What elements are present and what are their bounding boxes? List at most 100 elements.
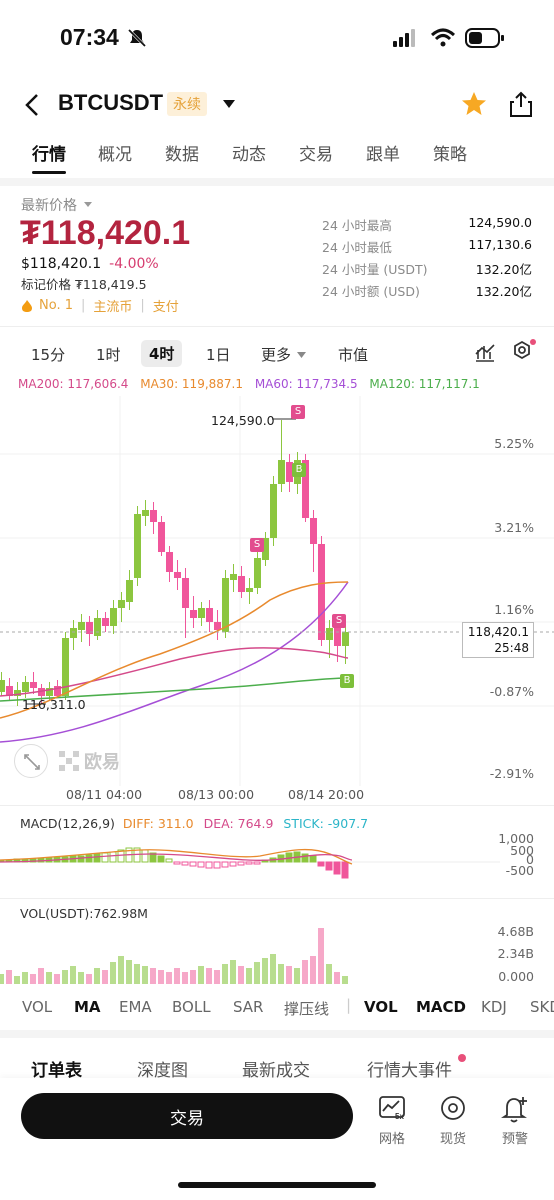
volume-bar bbox=[94, 968, 100, 984]
macd-bar bbox=[333, 861, 341, 875]
ma200-value: MA200: 117,606.4 bbox=[18, 377, 129, 391]
macd-bar bbox=[253, 861, 261, 865]
volume-bar bbox=[254, 962, 260, 984]
ma60-value: MA60: 117,734.5 bbox=[254, 377, 358, 391]
buy-marker: B bbox=[292, 463, 306, 477]
ind-kdj[interactable]: KDJ bbox=[481, 998, 507, 1016]
volume-bar bbox=[86, 974, 92, 984]
caret-down-icon bbox=[297, 351, 307, 358]
ind-macd[interactable]: MACD bbox=[416, 998, 466, 1016]
macd-bar bbox=[197, 861, 205, 868]
tf-1h[interactable]: 1时 bbox=[96, 346, 121, 364]
volume-bar bbox=[270, 954, 276, 984]
candle bbox=[134, 514, 141, 578]
tab-events[interactable]: 行情大事件 bbox=[367, 1061, 452, 1081]
tab-data[interactable]: 数据 bbox=[165, 145, 199, 165]
wifi-icon bbox=[430, 28, 456, 47]
candle bbox=[94, 618, 101, 636]
notification-dot bbox=[458, 1054, 466, 1062]
caret-down-icon[interactable] bbox=[221, 98, 237, 110]
spot-button[interactable]: 现货 bbox=[433, 1094, 473, 1147]
candle bbox=[190, 610, 197, 618]
tf-more[interactable]: 更多 bbox=[261, 344, 309, 365]
volume-bar bbox=[118, 956, 124, 984]
ind-ma[interactable]: MA bbox=[74, 998, 101, 1016]
macd-diff: DIFF: 311.0 bbox=[122, 816, 194, 831]
usd-price: $118,420.1 bbox=[21, 256, 102, 272]
y-axis-label: -2.91% bbox=[489, 766, 534, 781]
macd-chart bbox=[0, 847, 500, 879]
volume-bar bbox=[78, 972, 84, 984]
divider bbox=[0, 898, 554, 899]
ind-support[interactable]: 撑压线 bbox=[284, 1000, 330, 1018]
candle bbox=[278, 460, 285, 484]
y-axis-label: 1.16% bbox=[494, 602, 534, 617]
star-icon[interactable] bbox=[460, 90, 488, 118]
macd-bar bbox=[85, 854, 93, 863]
tab-market[interactable]: 行情 bbox=[32, 145, 66, 165]
header bbox=[0, 86, 554, 126]
volume-bar bbox=[318, 928, 324, 984]
tag-row: No. 1 | 主流币 | 支付 bbox=[21, 296, 179, 315]
macd-bar bbox=[181, 861, 189, 866]
ind-skd[interactable]: SKD bbox=[530, 998, 554, 1016]
macd-bar bbox=[173, 861, 181, 865]
indicator-icon[interactable] bbox=[474, 342, 496, 362]
tf-market-cap[interactable]: 市值 bbox=[338, 346, 369, 364]
volume-bar bbox=[294, 968, 300, 984]
price-label-row[interactable]: 最新价格 bbox=[21, 195, 96, 215]
tab-strategy[interactable]: 策略 bbox=[433, 145, 467, 165]
stat-value-vol: 132.20亿 bbox=[475, 262, 532, 277]
buy-marker: B bbox=[340, 674, 354, 688]
volume-bar bbox=[182, 972, 188, 984]
ind-vol-main[interactable]: VOL bbox=[22, 998, 53, 1016]
volume-bar bbox=[134, 964, 140, 984]
grid-button[interactable]: 5x 网格 bbox=[372, 1094, 412, 1147]
candle bbox=[62, 638, 69, 696]
pair-title[interactable]: BTCUSDT bbox=[58, 90, 164, 115]
macd-title: MACD(12,26,9) bbox=[20, 816, 115, 831]
macd-bar bbox=[213, 861, 221, 869]
grid-badge: 5x bbox=[395, 1112, 404, 1121]
tf-1d[interactable]: 1日 bbox=[206, 346, 231, 364]
tab-feed[interactable]: 动态 bbox=[232, 145, 266, 165]
back-icon[interactable] bbox=[22, 92, 42, 118]
tab-depth[interactable]: 深度图 bbox=[137, 1061, 188, 1081]
watermark: 欧易 bbox=[58, 748, 120, 774]
fullscreen-button[interactable] bbox=[14, 744, 48, 778]
tab-trades[interactable]: 最新成交 bbox=[242, 1061, 310, 1081]
ma120-line bbox=[0, 677, 349, 702]
vol-y-axis: 0.000 bbox=[498, 969, 534, 984]
ind-vol-sub[interactable]: VOL bbox=[364, 998, 398, 1016]
macd-bar bbox=[341, 861, 349, 879]
tab-trade[interactable]: 交易 bbox=[299, 145, 333, 165]
battery-icon bbox=[465, 28, 504, 48]
tab-overview[interactable]: 概况 bbox=[98, 145, 132, 165]
ind-ema[interactable]: EMA bbox=[119, 998, 152, 1016]
volume-bar bbox=[38, 968, 44, 984]
alert-button[interactable]: 预警 bbox=[495, 1094, 535, 1147]
signal-icon bbox=[393, 29, 415, 47]
settings-icon[interactable] bbox=[510, 338, 538, 364]
tf-15m[interactable]: 15分 bbox=[31, 346, 66, 364]
volume-bar bbox=[158, 970, 164, 984]
rank-tag[interactable]: No. 1 bbox=[39, 298, 73, 313]
candle bbox=[6, 686, 13, 696]
x-axis-label: 08/13 00:00 bbox=[178, 787, 255, 802]
main-tabs: 行情 概况 数据 动态 交易 跟单 策略 bbox=[0, 140, 554, 176]
tab-copy[interactable]: 跟单 bbox=[366, 145, 400, 165]
ind-boll[interactable]: BOLL bbox=[172, 998, 211, 1016]
tab-order-book[interactable]: 订单表 bbox=[31, 1061, 82, 1081]
candlestick-chart[interactable] bbox=[0, 396, 554, 786]
candle bbox=[78, 622, 85, 630]
payment-tag[interactable]: 支付 bbox=[152, 300, 179, 315]
category-tag[interactable]: 主流币 bbox=[93, 300, 133, 315]
tf-4h[interactable]: 4时 bbox=[141, 340, 183, 367]
candle bbox=[270, 484, 277, 538]
volume-bar bbox=[150, 968, 156, 984]
trade-button[interactable]: 交易 bbox=[21, 1093, 353, 1139]
ind-sar[interactable]: SAR bbox=[233, 998, 264, 1016]
candle bbox=[334, 628, 341, 646]
share-icon[interactable] bbox=[508, 90, 534, 118]
grid-label: 网格 bbox=[378, 1132, 405, 1147]
